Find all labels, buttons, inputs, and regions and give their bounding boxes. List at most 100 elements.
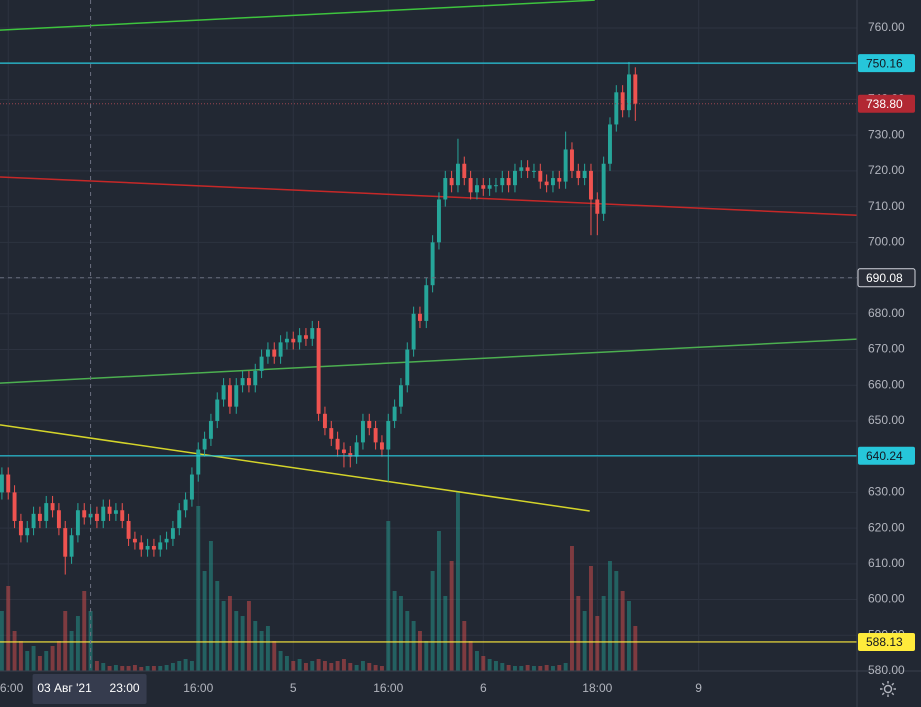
volume-bar xyxy=(436,531,441,671)
volume-bar xyxy=(284,656,289,671)
candle-body xyxy=(120,510,125,521)
price-axis xyxy=(857,0,921,707)
volume-bar xyxy=(557,665,562,671)
candle-body xyxy=(139,542,144,550)
volume-bar xyxy=(576,596,581,671)
settings-icon[interactable] xyxy=(880,681,896,697)
volume-bar xyxy=(341,659,346,671)
candle-body xyxy=(500,178,505,186)
volume-bar xyxy=(443,596,448,671)
trend-line xyxy=(0,424,590,512)
candle-body xyxy=(392,406,397,421)
volume-bar xyxy=(94,661,99,671)
volume-bar xyxy=(468,641,473,671)
volume-bar xyxy=(563,663,568,671)
candle-body xyxy=(0,474,4,493)
candle-body xyxy=(417,313,422,321)
candle-body xyxy=(633,74,638,104)
volume-bar xyxy=(101,663,106,671)
volume-bar xyxy=(322,661,327,671)
volume-bar xyxy=(63,611,68,671)
volume-bar xyxy=(25,651,30,671)
candle-body xyxy=(493,185,498,187)
volume-bar xyxy=(272,641,277,671)
volume-bar xyxy=(386,521,391,671)
candle-body xyxy=(443,178,448,200)
volume-bar xyxy=(405,611,410,671)
volume-bar xyxy=(620,591,625,671)
level-label-box xyxy=(858,54,915,73)
volume-bar xyxy=(424,641,429,671)
candle-body xyxy=(557,178,562,182)
candle-body xyxy=(341,449,346,454)
y-tick-label: 630.00 xyxy=(868,485,905,499)
volume-bar xyxy=(75,616,80,671)
candle-body xyxy=(468,178,473,193)
trend-line xyxy=(0,176,857,216)
volume-bar xyxy=(82,591,87,671)
candle-body xyxy=(316,328,321,414)
candle-body xyxy=(595,199,600,214)
candle-body xyxy=(265,349,270,357)
volume-bar xyxy=(208,541,213,671)
candle-body xyxy=(360,420,365,443)
volume-bar xyxy=(595,616,600,671)
candle-body xyxy=(227,385,232,407)
candle-body xyxy=(531,170,536,172)
candle-body xyxy=(512,170,517,186)
volume-bar xyxy=(265,626,270,671)
volume-bar xyxy=(6,586,11,671)
candle-body xyxy=(215,399,220,421)
candle-body xyxy=(75,510,80,536)
volume-bar xyxy=(455,491,460,671)
candle-body xyxy=(196,449,201,475)
candle-body xyxy=(386,420,391,450)
candle-body xyxy=(335,438,340,450)
volume-bar xyxy=(551,666,555,671)
candle-body xyxy=(424,285,429,321)
candle-body xyxy=(551,178,555,186)
volume-bar xyxy=(120,666,125,671)
volume-bar xyxy=(240,616,245,671)
volume-bar xyxy=(259,631,264,671)
volume-bar xyxy=(221,601,226,671)
candle-body xyxy=(202,438,207,450)
candle-body xyxy=(329,428,334,439)
volume-bar xyxy=(31,646,36,671)
volume-bar xyxy=(44,651,49,671)
candle-body xyxy=(291,338,296,343)
candle-body xyxy=(158,542,163,550)
crosshair-date: 03 Авг '21 xyxy=(37,681,92,695)
candle-body xyxy=(50,503,55,511)
candle-body xyxy=(132,538,137,543)
volume-bar xyxy=(132,665,137,671)
volume-bar xyxy=(487,659,492,671)
volume-bar xyxy=(227,596,232,671)
candle-body xyxy=(56,510,61,529)
volume-bar xyxy=(107,666,112,671)
candle-body xyxy=(367,420,372,429)
crosshair-price-label: 690.08 xyxy=(866,271,903,285)
volume-bar xyxy=(37,656,42,671)
volume-bar xyxy=(531,666,536,671)
volume-bar xyxy=(379,666,384,671)
candle-body xyxy=(234,385,239,407)
x-tick-label: 6 xyxy=(480,681,487,695)
level-label-box xyxy=(858,446,915,465)
candle-body xyxy=(481,185,486,189)
volume-bar xyxy=(525,665,530,671)
volume-bar xyxy=(234,611,239,671)
volume-bar xyxy=(633,626,638,671)
volume-bar xyxy=(627,601,631,671)
candle-body xyxy=(107,506,112,514)
volume-bar xyxy=(354,665,359,671)
candle-body xyxy=(170,528,175,539)
y-tick-label: 730.00 xyxy=(868,127,905,141)
candle-body xyxy=(12,492,17,521)
candle-body xyxy=(506,178,511,186)
candle-body xyxy=(525,167,530,171)
volume-bar xyxy=(589,566,593,671)
volume-bar xyxy=(69,631,74,671)
volume-bar xyxy=(183,659,188,671)
